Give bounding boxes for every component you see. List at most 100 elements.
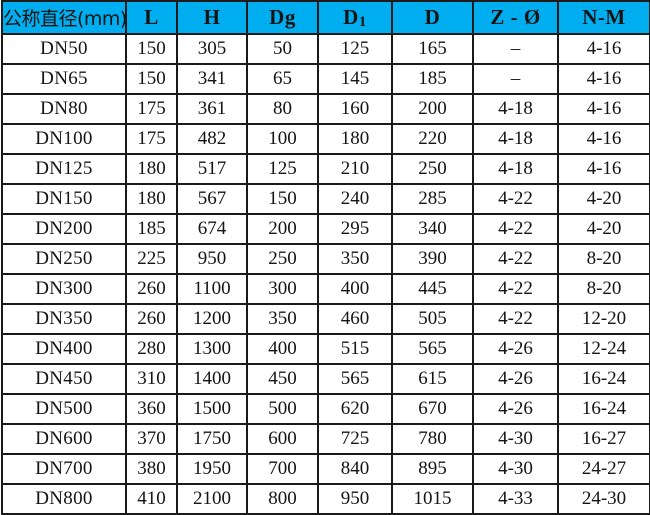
cell-d1: 145 (317, 63, 393, 95)
table-row: DN450 310 1400 450 565 615 4-26 16-24 (1, 363, 650, 395)
cell-d: 200 (391, 93, 474, 125)
cell-d1: 950 (317, 483, 393, 515)
cell-dg: 200 (246, 213, 319, 245)
cell-l: 370 (125, 423, 178, 455)
cell-h: 1400 (176, 363, 248, 395)
cell-l: 175 (125, 93, 178, 125)
cell-l: 180 (125, 183, 178, 215)
cell-d: 340 (391, 213, 474, 245)
column-header-dg: Dg (246, 0, 319, 35)
cell-l: 180 (125, 153, 178, 185)
cell-name: DN125 (1, 153, 127, 185)
cell-zo: 4-30 (472, 453, 559, 485)
cell-nm: 4-16 (557, 33, 650, 65)
cell-d1: 125 (317, 33, 393, 65)
table-header: 公称直径(mm) L H Dg D1 D Z - Ø N-M (1, 0, 650, 35)
table-row: DN300 260 1100 300 400 445 4-22 8-20 (1, 273, 650, 305)
cell-d1: 515 (317, 333, 393, 365)
cell-zo: 4-26 (472, 393, 559, 425)
cell-dg: 65 (246, 63, 319, 95)
cell-zo: 4-30 (472, 423, 559, 455)
cell-h: 1750 (176, 423, 248, 455)
cell-dg: 150 (246, 183, 319, 215)
cell-name: DN65 (1, 63, 127, 95)
cell-name: DN200 (1, 213, 127, 245)
cell-name: DN400 (1, 333, 127, 365)
cell-dg: 50 (246, 33, 319, 65)
cell-zo: 4-22 (472, 303, 559, 335)
cell-dg: 100 (246, 123, 319, 155)
column-header-d: D (391, 0, 474, 35)
cell-l: 185 (125, 213, 178, 245)
cell-d: 285 (391, 183, 474, 215)
cell-zo: 4-33 (472, 483, 559, 515)
table-row: DN400 280 1300 400 515 565 4-26 12-24 (1, 333, 650, 365)
cell-d: 505 (391, 303, 474, 335)
cell-zo: 4-26 (472, 363, 559, 395)
cell-name: DN50 (1, 33, 127, 65)
cell-d1: 210 (317, 153, 393, 185)
cell-l: 150 (125, 63, 178, 95)
cell-d: 670 (391, 393, 474, 425)
cell-nm: 8-20 (557, 273, 650, 305)
cell-nm: 4-16 (557, 153, 650, 185)
table-row: DN100 175 482 100 180 220 4-18 4-16 (1, 123, 650, 155)
cell-d: 615 (391, 363, 474, 395)
cell-nm: 8-20 (557, 243, 650, 275)
table-row: DN80 175 361 80 160 200 4-18 4-16 (1, 93, 650, 125)
cell-d: 390 (391, 243, 474, 275)
cell-d: 1015 (391, 483, 474, 515)
cell-d1: 295 (317, 213, 393, 245)
cell-h: 2100 (176, 483, 248, 515)
cell-name: DN150 (1, 183, 127, 215)
cell-d1: 400 (317, 273, 393, 305)
cell-d1: 180 (317, 123, 393, 155)
table-row: DN200 185 674 200 295 340 4-22 4-20 (1, 213, 650, 245)
cell-d1: 160 (317, 93, 393, 125)
cell-name: DN450 (1, 363, 127, 395)
cell-l: 280 (125, 333, 178, 365)
cell-dg: 800 (246, 483, 319, 515)
table-row: DN800 410 2100 800 950 1015 4-33 24-30 (1, 483, 650, 515)
cell-h: 341 (176, 63, 248, 95)
cell-name: DN800 (1, 483, 127, 515)
cell-h: 1100 (176, 273, 248, 305)
cell-zo: 4-22 (472, 273, 559, 305)
cell-dg: 350 (246, 303, 319, 335)
cell-dg: 500 (246, 393, 319, 425)
cell-d1: 460 (317, 303, 393, 335)
cell-zo: 4-18 (472, 123, 559, 155)
cell-name: DN500 (1, 393, 127, 425)
cell-l: 380 (125, 453, 178, 485)
cell-d1: 725 (317, 423, 393, 455)
cell-nm: 16-24 (557, 363, 650, 395)
table-header-row: 公称直径(mm) L H Dg D1 D Z - Ø N-M (1, 0, 650, 35)
table-body: DN50 150 305 50 125 165–4-16 DN65 150 341 65 145 18… (1, 33, 650, 515)
table-row: DN600 370 1750 600 725 780 4-30 16-27 (1, 423, 650, 455)
column-header-h: H (176, 0, 248, 35)
cell-zo: 4-22 (472, 243, 559, 275)
cell-d: 565 (391, 333, 474, 365)
cell-l: 360 (125, 393, 178, 425)
cell-d: 165 (391, 33, 474, 65)
table-row: DN50 150 305 50 125 165–4-16 (1, 33, 650, 65)
cell-nm: 24-30 (557, 483, 650, 515)
cell-h: 1200 (176, 303, 248, 335)
cell-zo: – (472, 33, 559, 65)
cell-dg: 700 (246, 453, 319, 485)
cell-h: 517 (176, 153, 248, 185)
cell-h: 482 (176, 123, 248, 155)
cell-d: 445 (391, 273, 474, 305)
cell-h: 1500 (176, 393, 248, 425)
column-header-subscript: 1 (358, 14, 367, 30)
cell-nm: 16-24 (557, 393, 650, 425)
cell-zo: 4-22 (472, 213, 559, 245)
cell-l: 175 (125, 123, 178, 155)
cell-h: 1950 (176, 453, 248, 485)
cell-d: 780 (391, 423, 474, 455)
cell-nm: 12-24 (557, 333, 650, 365)
cell-nm: 4-16 (557, 63, 650, 95)
cell-l: 150 (125, 33, 178, 65)
